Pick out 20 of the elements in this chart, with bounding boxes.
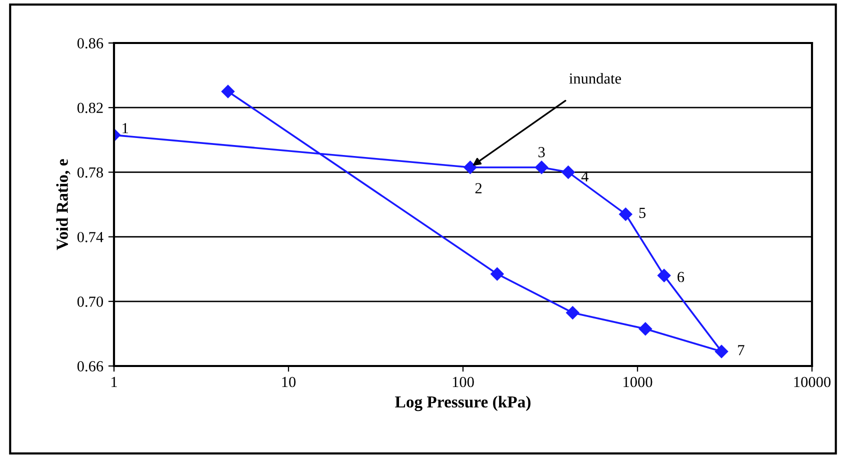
y-tick-label: 0.74 bbox=[77, 232, 104, 242]
y-tick-label: 0.70 bbox=[77, 296, 103, 307]
annotation: inundate bbox=[569, 72, 621, 84]
annotation: 5 bbox=[639, 208, 646, 218]
y-axis-title: Void Ratio, e bbox=[56, 159, 70, 250]
y-tick-label: 0.86 bbox=[77, 38, 104, 49]
annotation: 6 bbox=[678, 272, 684, 282]
x-axis-title: Log Pressure (kPa) bbox=[395, 396, 530, 412]
annotation: 2 bbox=[475, 183, 482, 194]
x-tick-label: 100 bbox=[452, 376, 474, 388]
annotation: 1 bbox=[122, 123, 128, 134]
x-tick-label: 10 bbox=[282, 376, 296, 388]
y-tick-label: 0.66 bbox=[77, 361, 104, 372]
x-tick-label: 1000 bbox=[624, 376, 652, 388]
y-tick-label: 0.78 bbox=[77, 167, 103, 178]
x-tick-label: 1 bbox=[112, 376, 117, 388]
y-tick-label: 0.82 bbox=[77, 102, 103, 114]
x-tick-label: 10000 bbox=[794, 376, 831, 388]
annotation: 7 bbox=[738, 345, 744, 356]
annotation: 3 bbox=[538, 147, 545, 158]
